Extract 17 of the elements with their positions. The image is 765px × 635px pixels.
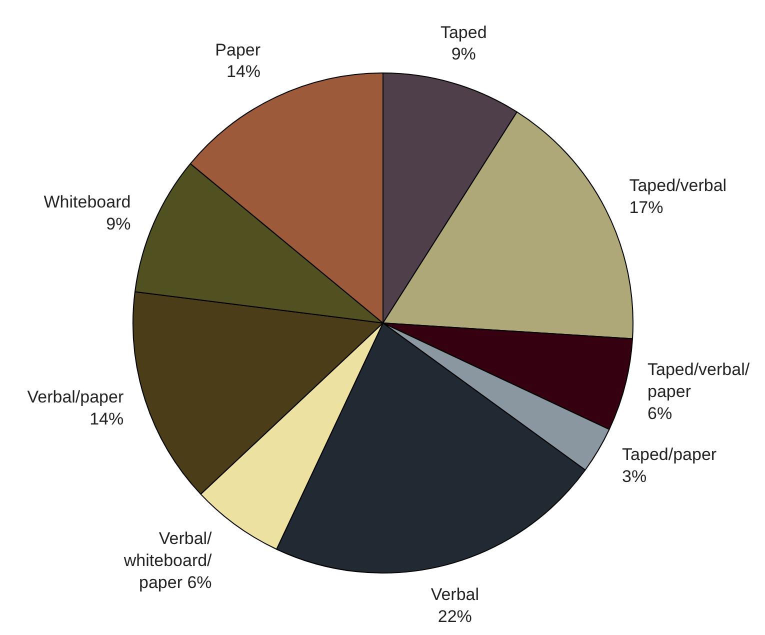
slice-label: Verbal/paper: [27, 388, 124, 407]
slice-label: Verbal: [430, 584, 480, 604]
slice-label: Taped/paper: [622, 445, 717, 464]
data-label: 14%: [90, 409, 124, 428]
slice-label: Paper: [215, 40, 261, 60]
data-label: 17%: [629, 198, 664, 218]
data-label: 3%: [622, 466, 647, 486]
slice-label: Verbal/whiteboard/paper 6%: [122, 529, 212, 592]
slice-label: Taped: [440, 22, 487, 42]
data-label: 9%: [106, 214, 131, 234]
data-label: 6%: [648, 404, 672, 423]
slice-label: Taped/verbal: [629, 176, 727, 196]
data-label: 22%: [438, 606, 472, 626]
data-label: 14%: [226, 62, 261, 82]
data-label: 9%: [451, 44, 476, 64]
slice-label: Taped/verbal/paper: [648, 360, 750, 401]
slice-label: Whiteboard: [44, 192, 131, 212]
